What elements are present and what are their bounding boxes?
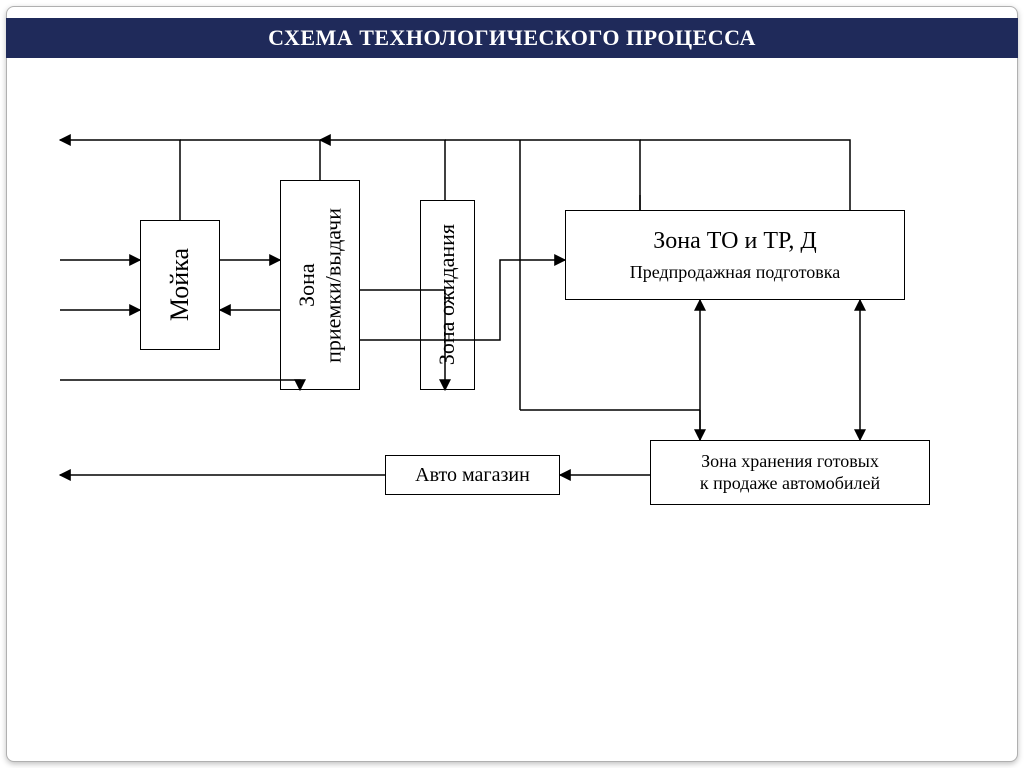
node-service-label2: Предпродажная подготовка	[630, 262, 841, 284]
title-bar: СХЕМА ТЕХНОЛОГИЧЕСКОГО ПРОЦЕССА	[6, 18, 1018, 58]
slide-frame	[6, 6, 1018, 762]
node-storage-label: Зона хранения готовыхк продаже автомобил…	[700, 451, 880, 494]
node-shop-label: Авто магазин	[415, 463, 530, 487]
node-storage: Зона хранения готовыхк продаже автомобил…	[650, 440, 930, 505]
node-shop: Авто магазин	[385, 455, 560, 495]
node-service: Зона ТО и ТР, Д Предпродажная подготовка	[565, 210, 905, 300]
node-waiting-label: Зона ожидания	[434, 224, 460, 365]
node-reception: Зонаприемки/выдачи	[280, 180, 360, 390]
node-service-label1: Зона ТО и ТР, Д	[630, 227, 841, 256]
node-service-inner: Зона ТО и ТР, Д Предпродажная подготовка	[630, 227, 841, 283]
node-waiting: Зона ожидания	[420, 200, 475, 390]
node-wash-label: Мойка	[164, 248, 195, 321]
node-reception-label: Зонаприемки/выдачи	[294, 208, 347, 363]
title-text: СХЕМА ТЕХНОЛОГИЧЕСКОГО ПРОЦЕССА	[268, 25, 756, 51]
node-wash: Мойка	[140, 220, 220, 350]
slide: СХЕМА ТЕХНОЛОГИЧЕСКОГО ПРОЦЕССА Мойка Зо…	[0, 0, 1024, 768]
